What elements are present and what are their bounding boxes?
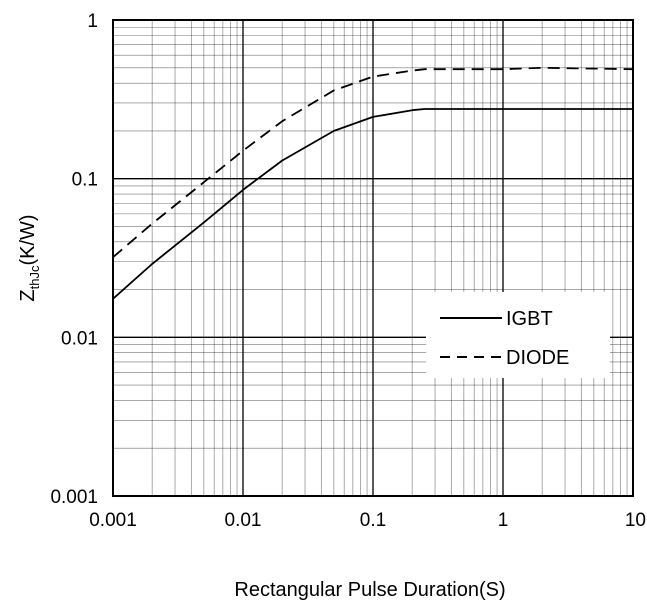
y-axis-title: ZthJc(K/W) [17, 214, 42, 301]
x-tick-label: 0.1 [360, 510, 386, 531]
y-tick-label: 1 [87, 11, 98, 32]
x-tick-label: 0.01 [225, 510, 262, 531]
series-line-igbt [112, 108, 633, 300]
plot-frame [112, 19, 634, 497]
x-tick-label: 1 [498, 510, 509, 531]
y-tick-label: 0.01 [61, 328, 98, 349]
y-tick-labels: 0.001 0.01 0.1 1 [50, 11, 98, 508]
y-tick-label: 0.1 [72, 170, 98, 191]
y-axis-title-main: Z [17, 289, 39, 301]
series-layer [112, 66, 634, 300]
y-axis-title-suffix: (K/W) [17, 214, 39, 265]
x-tick-label: 0.001 [89, 510, 137, 531]
x-tick-label: 10 [625, 510, 646, 531]
y-tick-label: 0.001 [50, 487, 98, 508]
x-tick-labels: 0.001 0.01 0.1 1 10 [89, 510, 646, 531]
legend-box [426, 292, 610, 378]
y-axis-title-sub: thJc [27, 265, 42, 289]
series-line-diode [112, 66, 634, 258]
legend-label-igbt: IGBT [506, 308, 553, 330]
legend-label-diode: DIODE [506, 347, 569, 369]
x-axis-title: Rectangular Pulse Duration(S) [234, 579, 505, 601]
legend: IGBT DIODE [426, 292, 610, 378]
